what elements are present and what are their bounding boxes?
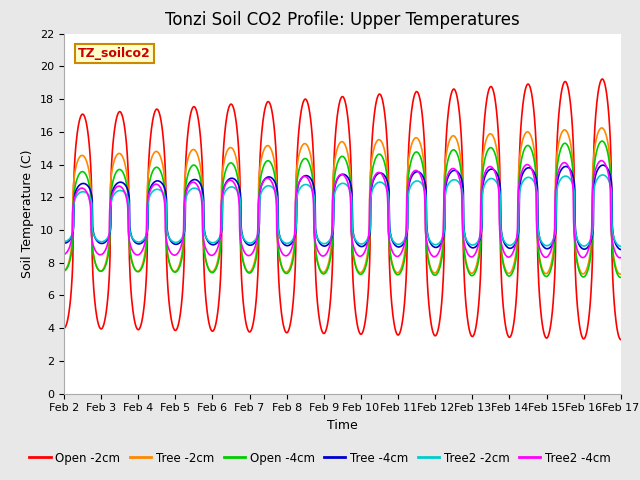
Tree -4cm bbox=[551, 235, 559, 241]
Tree -2cm bbox=[184, 156, 191, 162]
Tree -2cm bbox=[170, 269, 178, 275]
Tree -4cm bbox=[429, 243, 436, 249]
Tree2 -4cm bbox=[502, 252, 509, 258]
Open -4cm bbox=[551, 243, 559, 249]
Tree2 -2cm bbox=[617, 243, 625, 249]
Open -2cm bbox=[617, 336, 625, 342]
Open -2cm bbox=[502, 323, 509, 328]
Tree -4cm bbox=[170, 241, 178, 247]
Tree -4cm bbox=[617, 247, 625, 252]
Title: Tonzi Soil CO2 Profile: Upper Temperatures: Tonzi Soil CO2 Profile: Upper Temperatur… bbox=[165, 11, 520, 29]
Open -2cm bbox=[246, 329, 254, 335]
Tree2 -2cm bbox=[170, 240, 178, 245]
Open -4cm bbox=[170, 269, 178, 275]
Tree2 -4cm bbox=[616, 255, 624, 261]
Tree2 -2cm bbox=[551, 233, 559, 239]
Open -2cm bbox=[551, 275, 559, 281]
Text: TZ_soilco2: TZ_soilco2 bbox=[78, 47, 150, 60]
Tree -2cm bbox=[616, 271, 624, 277]
Open -2cm bbox=[598, 76, 606, 82]
Open -4cm bbox=[429, 271, 436, 276]
Open -2cm bbox=[429, 329, 436, 335]
Tree2 -4cm bbox=[246, 252, 254, 258]
Tree2 -2cm bbox=[246, 240, 254, 246]
Open -2cm bbox=[184, 131, 191, 136]
Tree2 -4cm bbox=[429, 253, 436, 259]
Tree -4cm bbox=[60, 240, 68, 246]
Open -4cm bbox=[184, 172, 191, 178]
Line: Open -4cm: Open -4cm bbox=[64, 141, 621, 277]
Tree2 -2cm bbox=[502, 240, 509, 246]
Tree -2cm bbox=[60, 268, 68, 274]
Line: Tree2 -4cm: Tree2 -4cm bbox=[64, 161, 621, 258]
Tree -2cm bbox=[246, 269, 254, 275]
Tree2 -4cm bbox=[60, 252, 68, 257]
Tree -4cm bbox=[184, 183, 191, 189]
Tree2 -4cm bbox=[598, 158, 605, 164]
Tree -2cm bbox=[502, 267, 509, 273]
Tree -4cm bbox=[599, 162, 607, 168]
Tree2 -4cm bbox=[617, 255, 625, 261]
Legend: Open -2cm, Tree -2cm, Open -4cm, Tree -4cm, Tree2 -2cm, Tree2 -4cm: Open -2cm, Tree -2cm, Open -4cm, Tree -4… bbox=[25, 447, 615, 469]
Tree -2cm bbox=[617, 271, 625, 277]
Line: Tree -2cm: Tree -2cm bbox=[64, 128, 621, 274]
Open -4cm bbox=[598, 138, 606, 144]
Tree -2cm bbox=[551, 233, 559, 239]
Open -4cm bbox=[616, 275, 624, 280]
Tree2 -4cm bbox=[184, 185, 191, 191]
Line: Open -2cm: Open -2cm bbox=[64, 79, 621, 339]
Open -2cm bbox=[60, 325, 68, 331]
Line: Tree2 -2cm: Tree2 -2cm bbox=[64, 175, 621, 246]
Tree2 -2cm bbox=[184, 190, 191, 196]
Tree -2cm bbox=[429, 269, 436, 275]
Tree -4cm bbox=[502, 242, 509, 248]
Open -2cm bbox=[170, 327, 178, 333]
Open -4cm bbox=[502, 269, 509, 275]
Tree -4cm bbox=[246, 242, 254, 248]
Tree2 -4cm bbox=[551, 225, 559, 231]
Tree2 -2cm bbox=[599, 172, 607, 178]
Open -4cm bbox=[60, 268, 68, 274]
Line: Tree -4cm: Tree -4cm bbox=[64, 165, 621, 250]
X-axis label: Time: Time bbox=[327, 419, 358, 432]
Open -4cm bbox=[246, 270, 254, 276]
Tree2 -4cm bbox=[170, 252, 178, 258]
Tree -2cm bbox=[598, 125, 605, 131]
Open -4cm bbox=[617, 275, 625, 280]
Tree2 -2cm bbox=[60, 239, 68, 244]
Y-axis label: Soil Temperature (C): Soil Temperature (C) bbox=[22, 149, 35, 278]
Tree2 -2cm bbox=[429, 241, 436, 247]
